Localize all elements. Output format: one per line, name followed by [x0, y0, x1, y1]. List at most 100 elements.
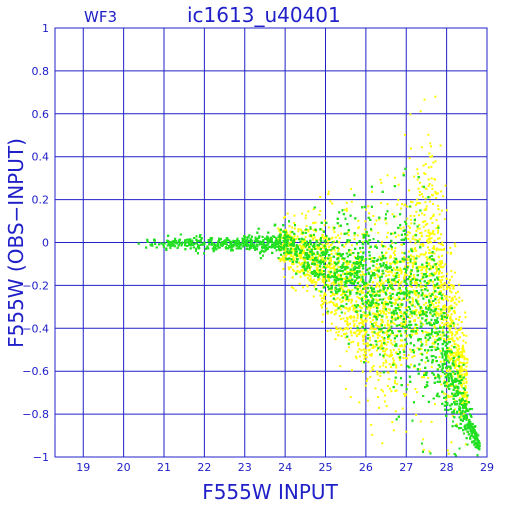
scatter-point: [309, 279, 312, 282]
scatter-point: [315, 281, 318, 284]
scatter-point: [454, 245, 457, 248]
scatter-point: [455, 351, 458, 354]
scatter-point: [350, 252, 353, 255]
scatter-point: [327, 278, 330, 281]
scatter-point: [356, 313, 359, 316]
scatter-point: [421, 185, 424, 188]
scatter-point: [432, 215, 435, 217]
scatter-point: [290, 254, 293, 257]
scatter-point: [302, 241, 304, 244]
scatter-point: [329, 300, 332, 303]
scatter-point: [410, 222, 413, 225]
scatter-point: [428, 233, 431, 236]
scatter-point: [417, 316, 420, 319]
scatter-point: [448, 286, 450, 289]
scatter-point: [344, 312, 346, 315]
scatter-point: [466, 358, 469, 361]
scatter-point: [411, 334, 414, 337]
scatter-point: [406, 217, 409, 220]
scatter-point: [286, 212, 289, 215]
scatter-point: [371, 330, 374, 333]
scatter-point: [379, 371, 382, 374]
scatter-point: [332, 293, 335, 296]
scatter-point: [330, 266, 333, 269]
scatter-point: [322, 258, 325, 261]
scatter-point: [455, 303, 458, 306]
scatter-point: [412, 235, 415, 238]
scatter-point: [297, 255, 300, 258]
scatter-point: [321, 235, 324, 238]
scatter-point: [399, 267, 402, 270]
scatter-point: [358, 266, 361, 269]
scatter-point: [354, 255, 356, 258]
scatter-point: [345, 273, 348, 275]
scatter-point: [428, 231, 431, 234]
scatter-point: [444, 393, 447, 396]
scatter-point: [374, 293, 377, 296]
scatter-point: [428, 235, 431, 238]
scatter-point: [323, 247, 326, 249]
scatter-point: [375, 349, 378, 352]
scatter-point: [429, 142, 432, 145]
scatter-point: [368, 339, 371, 342]
scatter-point: [353, 271, 356, 273]
scatter-point: [286, 237, 289, 240]
scatter-point: [387, 371, 390, 374]
scatter-point: [406, 334, 409, 337]
scatter-point: [431, 342, 434, 345]
scatter-point: [356, 350, 359, 353]
scatter-point: [450, 344, 453, 347]
scatter-point: [436, 262, 439, 265]
scatter-point: [341, 293, 344, 295]
scatter-point: [418, 227, 421, 230]
scatter-point: [338, 255, 341, 258]
scatter-point: [335, 331, 338, 334]
scatter-point: [344, 261, 347, 264]
scatter-point: [323, 224, 326, 227]
scatter-point: [383, 400, 386, 403]
scatter-point: [325, 275, 328, 277]
scatter-point: [323, 292, 326, 295]
scatter-point: [350, 200, 353, 203]
scatter-point: [318, 255, 321, 257]
scatter-point: [439, 313, 442, 316]
scatter-point: [364, 228, 367, 231]
scatter-point: [415, 210, 418, 213]
scatter-point: [362, 342, 365, 345]
scatter-point: [385, 274, 388, 277]
scatter-point: [436, 247, 438, 250]
scatter-point: [462, 355, 465, 358]
scatter-point: [312, 222, 315, 225]
scatter-point: [421, 289, 424, 292]
scatter-point: [455, 298, 458, 301]
scatter-point: [344, 333, 346, 336]
scatter-point: [377, 333, 380, 336]
scatter-point: [335, 309, 338, 312]
scatter-point: [384, 359, 387, 362]
scatter-point: [302, 246, 305, 249]
scatter-point: [407, 237, 410, 240]
scatter-point: [454, 399, 457, 402]
scatter-point: [399, 290, 402, 293]
scatter-point: [380, 342, 383, 345]
scatter-point: [442, 285, 445, 288]
scatter-point: [357, 344, 360, 347]
scatter-point: [396, 333, 399, 336]
scatter-point: [360, 349, 363, 352]
scatter-point: [346, 307, 348, 310]
scatter-point: [340, 279, 343, 282]
scatter-point: [363, 329, 366, 332]
scatter-point: [351, 304, 354, 307]
scatter-point: [460, 383, 463, 386]
scatter-point: [422, 375, 425, 378]
scatter-point: [383, 352, 386, 355]
scatter-point: [321, 256, 324, 259]
scatter-point: [453, 361, 456, 364]
scatter-point: [389, 353, 392, 356]
scatter-point: [332, 281, 335, 284]
scatter-point: [360, 318, 363, 321]
scatter-point: [370, 353, 373, 356]
scatter-point: [430, 177, 433, 180]
scatter-point: [456, 388, 459, 391]
scatter-point: [394, 282, 397, 285]
